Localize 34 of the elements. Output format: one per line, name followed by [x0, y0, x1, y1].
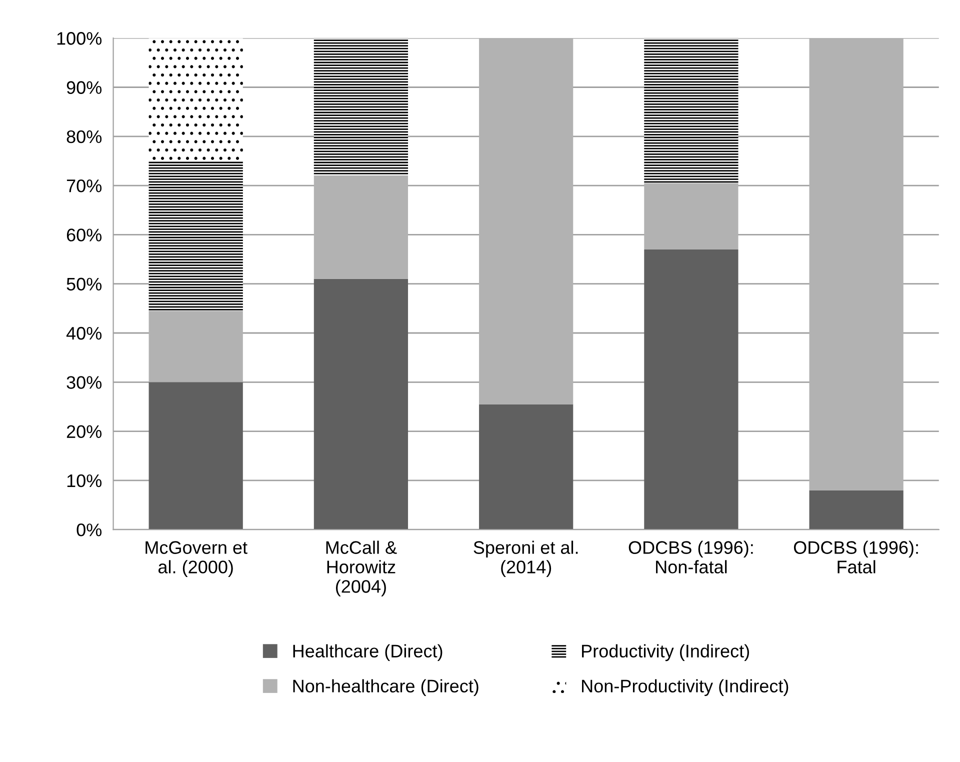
bar: [314, 176, 408, 279]
legend-label: Non-healthcare (Direct): [293, 679, 478, 696]
bar: [148, 382, 243, 530]
bar: [148, 160, 243, 311]
bar: [479, 38, 574, 404]
bar: [644, 249, 738, 530]
legend-label: Non-Productivity (Indirect): [582, 679, 788, 696]
y-tick-label: 100%: [57, 32, 102, 45]
y-tick-label: 50%: [66, 278, 102, 291]
x-tick-label: ODCBS (1996): Non-fatal: [628, 540, 753, 574]
x-tick-label: ODCBS (1996): Fatal: [794, 540, 918, 574]
legend-label: Productivity (Indirect): [582, 644, 749, 662]
x-tick-label: Speroni et al. (2014): [474, 540, 578, 577]
bar: [809, 38, 904, 490]
y-tick-label: 0%: [76, 524, 102, 536]
bar: [479, 404, 574, 530]
legend-label: Healthcare (Direct): [293, 644, 442, 662]
y-tick-label: 30%: [66, 376, 102, 389]
bar: [314, 278, 408, 530]
bar: [809, 490, 904, 530]
y-tick-label: 80%: [66, 130, 102, 144]
y-tick-label: 60%: [66, 228, 102, 242]
x-tick-label: McCall & Horowitz (2004): [326, 540, 397, 596]
y-tick-label: 10%: [67, 474, 102, 488]
y-tick-label: 90%: [66, 81, 102, 94]
y-tick-label: 40%: [66, 326, 102, 340]
bar: [148, 310, 243, 382]
bar: [644, 183, 738, 250]
bar: [314, 38, 408, 176]
y-tick-label: 70%: [66, 179, 102, 192]
bar: [644, 38, 738, 184]
bar: [148, 38, 243, 161]
y-tick-label: 20%: [66, 425, 102, 438]
x-tick-label: McGovern et al. (2000): [146, 541, 248, 577]
